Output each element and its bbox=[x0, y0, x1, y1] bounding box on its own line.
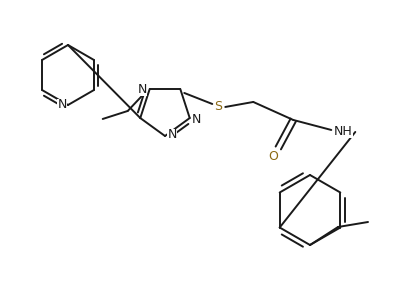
Text: NH: NH bbox=[333, 125, 352, 138]
Text: O: O bbox=[268, 150, 277, 163]
Text: N: N bbox=[57, 99, 66, 112]
Text: S: S bbox=[214, 101, 222, 114]
Text: N: N bbox=[192, 112, 201, 126]
Text: N: N bbox=[167, 129, 176, 142]
Text: N: N bbox=[138, 83, 147, 96]
